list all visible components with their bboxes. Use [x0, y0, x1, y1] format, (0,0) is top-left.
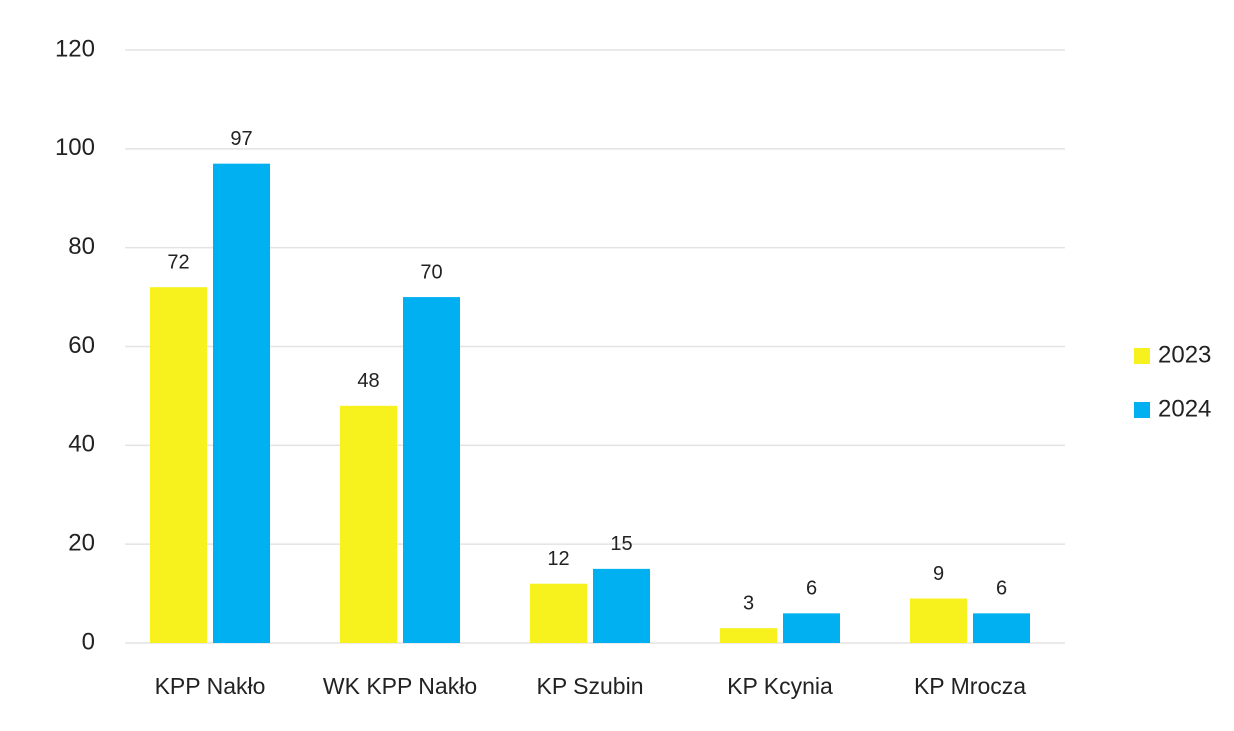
data-label: 70 — [420, 261, 442, 283]
x-tick-label: KP Kcynia — [727, 673, 833, 699]
y-tick-label: 60 — [68, 332, 95, 359]
data-label: 72 — [167, 251, 189, 273]
bar — [593, 568, 650, 643]
legend-label: 2024 — [1158, 395, 1211, 422]
bar — [783, 613, 840, 643]
y-tick-label: 0 — [82, 628, 95, 655]
y-tick-label: 40 — [68, 431, 95, 458]
bar — [720, 628, 777, 643]
x-tick-label: KPP Nakło — [155, 673, 266, 699]
data-label: 9 — [933, 563, 944, 585]
data-label: 3 — [743, 592, 754, 614]
data-label: 6 — [996, 578, 1007, 600]
x-tick-label: KP Szubin — [537, 673, 644, 699]
data-label: 6 — [806, 578, 817, 600]
y-tick-label: 20 — [68, 530, 95, 557]
data-label: 12 — [547, 548, 569, 570]
data-label: 15 — [610, 533, 632, 555]
bar — [403, 297, 460, 643]
data-label: 48 — [357, 370, 379, 392]
bar — [150, 287, 207, 643]
x-tick-label: KP Mrocza — [914, 673, 1026, 699]
x-tick-label: WK KPP Nakło — [323, 673, 477, 699]
bar — [213, 163, 270, 644]
y-tick-label: 120 — [55, 35, 95, 62]
bar — [340, 405, 397, 643]
bar — [910, 598, 967, 643]
y-tick-label: 100 — [55, 134, 95, 161]
data-label: 97 — [230, 128, 252, 150]
bar — [530, 583, 587, 643]
y-tick-label: 80 — [68, 233, 95, 260]
legend-swatch — [1134, 402, 1150, 418]
legend-swatch — [1134, 348, 1150, 364]
legend-label: 2023 — [1158, 341, 1211, 368]
bar — [973, 613, 1030, 643]
